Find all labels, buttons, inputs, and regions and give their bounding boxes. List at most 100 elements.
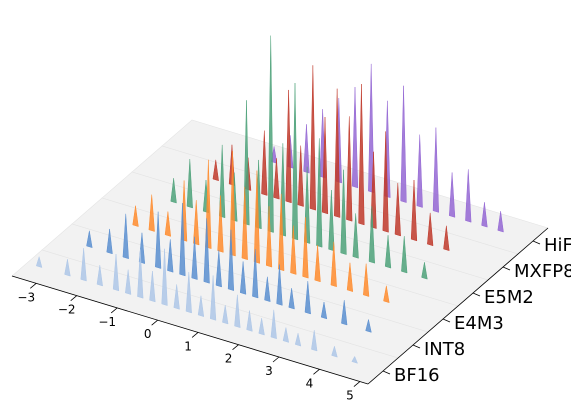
spike — [448, 172, 456, 218]
spike — [346, 262, 354, 292]
spike — [432, 127, 440, 213]
spike — [328, 190, 335, 252]
spike — [267, 35, 274, 233]
category-tick — [472, 292, 481, 297]
spike — [239, 261, 247, 295]
spike — [410, 179, 418, 242]
category-label-e5m2: E5M2 — [484, 287, 534, 308]
spike — [212, 159, 219, 182]
spike — [294, 333, 302, 347]
spike — [246, 310, 253, 332]
category-label-e4m3: E4M3 — [454, 313, 504, 334]
spike — [253, 170, 261, 264]
spike — [132, 205, 139, 227]
x-axis-line — [11, 275, 369, 385]
spike — [185, 272, 192, 314]
spike — [186, 159, 193, 209]
spike — [252, 249, 259, 299]
x-tick — [313, 368, 320, 375]
x-tick-label: 2 — [225, 352, 233, 366]
x-tick — [70, 295, 77, 301]
spike — [227, 229, 235, 291]
spike — [351, 86, 359, 189]
x-tick — [353, 381, 361, 387]
spike — [288, 288, 295, 310]
spike — [497, 211, 504, 233]
category-label-bf16: BF16 — [394, 365, 440, 386]
spike — [351, 355, 358, 364]
x-tick-label: −1 — [98, 315, 116, 329]
spike — [209, 275, 217, 321]
spike — [481, 202, 488, 228]
spike — [400, 85, 407, 203]
spike — [179, 203, 186, 277]
spike — [382, 131, 389, 233]
category-label-int8: INT8 — [424, 339, 465, 360]
spike — [285, 89, 292, 204]
spike — [421, 262, 428, 280]
spike — [106, 228, 113, 255]
spike — [316, 138, 323, 248]
category-tick — [532, 240, 541, 245]
spike — [167, 239, 174, 273]
spike — [217, 195, 224, 253]
spike — [96, 265, 103, 287]
category-tick — [382, 370, 391, 375]
series-int8 — [41, 203, 429, 359]
spike — [311, 330, 318, 352]
spike — [368, 206, 375, 264]
spike — [282, 327, 290, 343]
spike — [358, 84, 365, 226]
spike — [334, 88, 341, 218]
spike — [427, 212, 434, 247]
spike — [229, 151, 236, 257]
spike — [197, 295, 205, 317]
spike — [365, 319, 372, 333]
series-e5m2 — [101, 35, 489, 307]
spike — [265, 206, 273, 268]
x-tick — [232, 344, 239, 351]
category-axis: BF16 INT8 E4M3 E5M2 MXFP8 HiF8 — [367, 227, 571, 386]
category-tick — [442, 318, 451, 323]
x-tick-label: 4 — [306, 376, 314, 390]
spike — [234, 294, 241, 329]
spike — [170, 178, 177, 204]
category-tick — [412, 344, 421, 349]
spike — [368, 63, 375, 194]
spike — [330, 241, 337, 288]
spike — [383, 285, 390, 304]
x-tick-label: 0 — [144, 327, 152, 341]
spike — [270, 309, 277, 340]
spike — [241, 186, 248, 261]
spike — [203, 218, 210, 284]
x-tick-label: 1 — [184, 339, 192, 353]
spike — [416, 134, 423, 208]
spike — [297, 145, 304, 207]
x-tick — [191, 332, 199, 338]
spike — [341, 300, 348, 326]
spike — [443, 225, 450, 252]
spike — [149, 271, 156, 303]
category-axis-line — [367, 227, 549, 385]
spike — [320, 301, 328, 320]
spike — [276, 264, 283, 306]
spike — [321, 116, 329, 215]
spike — [291, 82, 299, 241]
spike — [164, 211, 172, 237]
spike — [290, 225, 297, 275]
spike — [302, 217, 309, 279]
spike — [161, 248, 168, 306]
spike — [314, 244, 321, 283]
x-tick-label: 3 — [265, 364, 273, 378]
spike — [122, 213, 129, 260]
x-tick — [30, 283, 37, 289]
spike — [304, 281, 311, 315]
spike — [309, 65, 316, 211]
spike — [86, 230, 93, 249]
spike — [112, 253, 120, 292]
spike — [363, 263, 370, 297]
spike — [35, 255, 43, 268]
spike — [303, 124, 310, 174]
spike — [173, 284, 180, 310]
x-tick — [110, 307, 118, 314]
